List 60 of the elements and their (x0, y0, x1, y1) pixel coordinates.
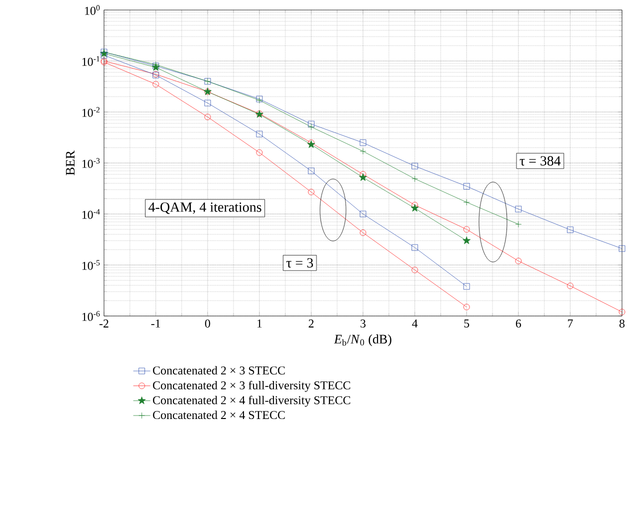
point (360, 148, 366, 154)
point (412, 244, 418, 251)
annotation: τ = 3 (286, 258, 313, 268)
x-tick-label: 6 (516, 320, 522, 328)
y-tick-label: 10$^{0}$ (85, 5, 100, 15)
point (100, 52, 108, 58)
point (463, 183, 470, 190)
y-tick-label: 10$^{-6}$ (82, 311, 100, 321)
point (618, 245, 626, 252)
x-tick-label: 2 (308, 320, 314, 328)
legend-label: Concatenated 2 × 3 full-diversity STECC (152, 380, 350, 392)
point (618, 308, 626, 316)
point (567, 282, 574, 290)
point (412, 162, 418, 170)
point (256, 149, 263, 156)
point (515, 221, 522, 228)
point (463, 199, 470, 206)
y-tick-label: 10$^{-2}$ (82, 107, 100, 117)
y-tick-label: 10$^{-1}$ (82, 56, 100, 66)
x-axis-title: E$_{b}$/N$_{0}$ (dB) (334, 334, 392, 346)
legend-label: Concatenated 2 × 4 STECC (152, 410, 285, 420)
point (308, 168, 314, 174)
legend-label: Concatenated 2 × 3 STECC (152, 366, 285, 374)
point (515, 206, 522, 212)
point (360, 230, 366, 236)
annotation: τ = 384 (520, 156, 561, 166)
point (204, 100, 211, 106)
point (359, 173, 367, 181)
point (360, 210, 366, 218)
point (462, 236, 471, 244)
point (308, 124, 314, 130)
point (463, 304, 470, 310)
x-tick-label: 3 (360, 320, 366, 328)
annotation: 4-QAM, 4 iterations (148, 202, 262, 214)
y-tick-label: 10$^{-3}$ (82, 158, 100, 168)
point (308, 188, 314, 196)
point (412, 266, 418, 274)
point (256, 130, 263, 138)
x-tick-label: -1 (151, 320, 160, 328)
legend-label: Concatenated 2 × 4 full-diversity STECC (152, 396, 350, 407)
point (360, 140, 366, 146)
x-tick-label: 7 (568, 320, 573, 328)
y-tick-label: 10$^{-5}$ (82, 260, 100, 270)
point (463, 226, 470, 233)
point (515, 258, 522, 264)
x-tick-label: 8 (619, 320, 625, 328)
point (463, 283, 470, 290)
x-tick-label: 5 (464, 320, 470, 328)
x-tick-label: -2 (99, 320, 108, 328)
point (152, 81, 159, 88)
y-tick-label: 10$^{-4}$ (82, 209, 100, 219)
point (412, 176, 418, 182)
y-axis-title: BER (66, 150, 75, 176)
x-tick-label: 1 (257, 320, 262, 328)
x-tick-label: 0 (205, 320, 210, 328)
point (308, 120, 314, 128)
x-tick-label: 4 (412, 320, 418, 328)
point (567, 226, 574, 233)
point (204, 114, 211, 120)
point (410, 204, 419, 212)
